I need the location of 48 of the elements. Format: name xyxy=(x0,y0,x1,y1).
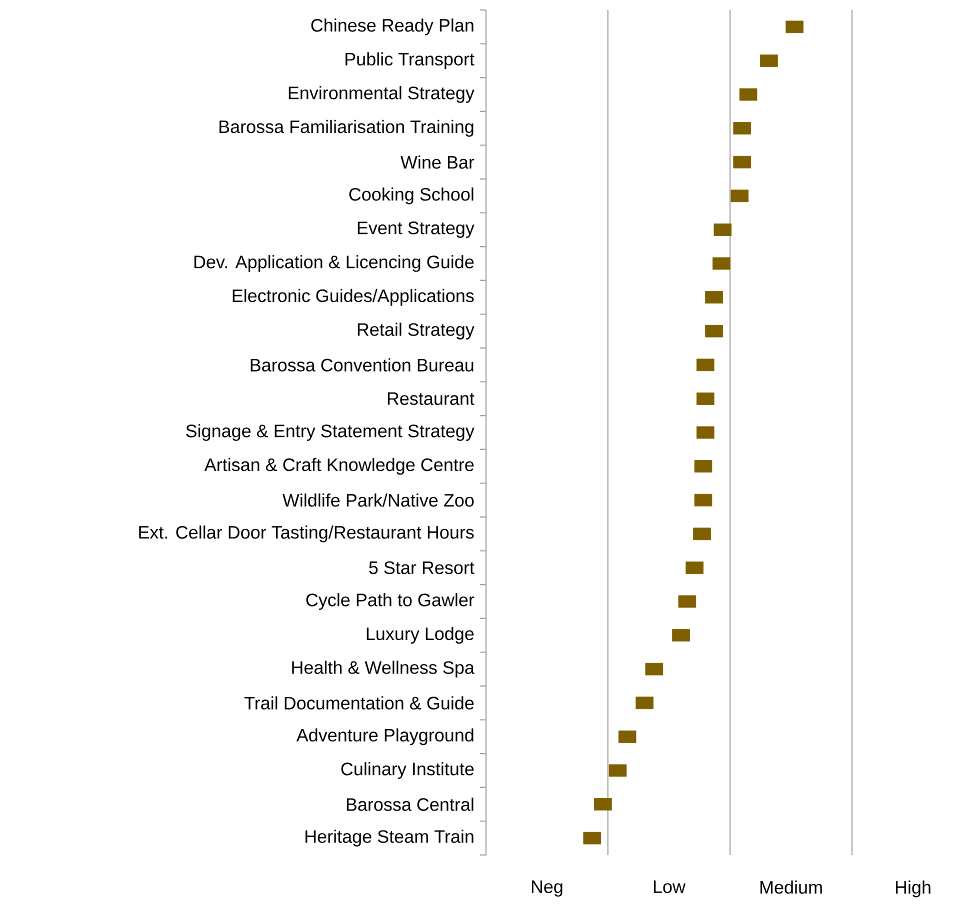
y-tick-label: Luxury Lodge xyxy=(366,626,474,644)
y-tick-label: Health & Wellness Spa xyxy=(292,660,474,678)
y-tick-label: Dev. Application & Licencing Guide xyxy=(194,255,474,272)
point xyxy=(693,528,711,540)
y-tick-label: Cycle Path to Gawler xyxy=(306,593,474,610)
point xyxy=(705,324,723,338)
text: Low xyxy=(654,880,686,894)
y-tick-label: Cooking School xyxy=(349,188,474,204)
point xyxy=(672,629,690,642)
y-tick-label: Adventure Playground xyxy=(296,728,474,746)
y-tick-label: Barossa Convention Bureau xyxy=(250,358,474,372)
y-tick-label: Electronic Guides/Applications xyxy=(232,288,474,306)
point xyxy=(786,20,804,34)
y-tick-label: Signage & Entry Statement Strategy xyxy=(186,424,474,441)
point xyxy=(739,88,758,101)
text: High xyxy=(896,880,930,898)
y-tick-label: Culinary Institute xyxy=(341,762,474,779)
y-tick-label: Ext. Cellar Door Tasting/Restaurant Hours xyxy=(139,526,474,542)
y-tick-label: Retail Strategy xyxy=(358,322,474,340)
point xyxy=(594,798,612,811)
text: Medium xyxy=(760,880,822,894)
y-tick-label: Barossa Central xyxy=(346,798,474,811)
point xyxy=(608,764,627,777)
y-tick-label: Restaurant xyxy=(388,392,474,405)
point xyxy=(636,696,654,710)
y-tick-label: Event Strategy xyxy=(358,222,474,238)
y-tick-label: Public Transport xyxy=(346,52,474,70)
point xyxy=(730,190,749,202)
y-tick-label: Trail Documentation & Guide xyxy=(244,696,474,710)
point xyxy=(694,460,712,473)
point xyxy=(696,358,714,372)
y-tick-label: Wildlife Park/Native Zoo xyxy=(282,493,474,507)
point xyxy=(696,426,714,439)
point xyxy=(645,662,664,676)
point xyxy=(678,595,696,608)
point xyxy=(705,291,723,304)
point xyxy=(712,257,730,270)
point xyxy=(694,494,712,506)
y-tick-label: Barossa Familiarisation Training xyxy=(220,120,474,137)
y-tick-label: Wine Bar xyxy=(400,155,474,169)
y-tick-label: Artisan & Craft Knowledge Centre xyxy=(204,458,474,475)
point xyxy=(733,156,752,168)
y-tick-label: Heritage Steam Train xyxy=(306,830,474,846)
y-tick-label: Environmental Strategy xyxy=(288,86,474,103)
y-tick-label: 5 Star Resort xyxy=(369,561,474,574)
point xyxy=(583,832,602,844)
y-tick-label: Chinese Ready Plan xyxy=(311,18,474,36)
text: Neg xyxy=(532,880,562,897)
